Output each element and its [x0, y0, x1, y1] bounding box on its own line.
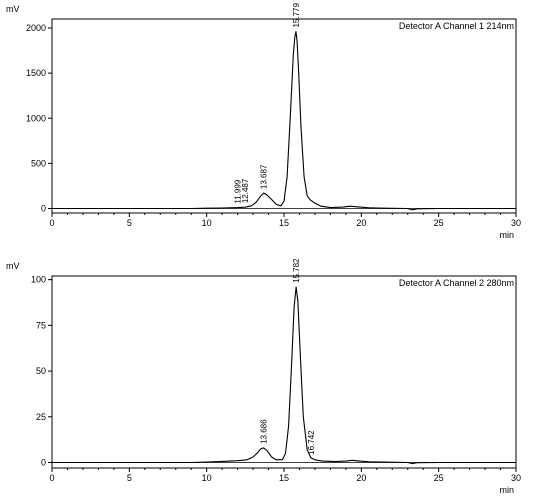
peak-label: 12.487 — [241, 178, 250, 203]
y-tick-label: 50 — [36, 366, 46, 376]
x-tick-label: 30 — [511, 218, 521, 228]
x-tick-label: 10 — [202, 473, 212, 483]
y-tick-label: 500 — [31, 158, 46, 168]
detector-label: Detector A Channel 2 280nm — [399, 278, 514, 288]
y-axis-unit: mV — [6, 4, 20, 14]
x-tick-label: 20 — [356, 473, 366, 483]
x-tick-label: 10 — [202, 218, 212, 228]
x-tick-label: 25 — [434, 218, 444, 228]
x-axis-unit: min — [499, 230, 514, 240]
peak-label: 16.742 — [307, 430, 316, 455]
x-tick-label: 30 — [511, 473, 521, 483]
detector-label: Detector A Channel 1 214nm — [399, 21, 514, 31]
peak-label: 13.687 — [260, 164, 269, 189]
y-tick-label: 0 — [41, 458, 46, 468]
y-tick-label: 2000 — [26, 23, 46, 33]
peak-label: 15.782 — [292, 258, 301, 283]
x-tick-label: 5 — [127, 473, 132, 483]
plot-frame — [51, 275, 517, 469]
x-tick-label: 20 — [356, 218, 366, 228]
y-tick-label: 1500 — [26, 68, 46, 78]
x-tick-label: 5 — [127, 218, 132, 228]
y-tick-label: 100 — [31, 275, 46, 285]
chart-panel-1: 0 5 10 15 20 25 30 0 500 1000 1500 2000 mV min Detecto… — [6, 3, 521, 240]
y-tick-label: 25 — [36, 412, 46, 422]
peak-label: 13.686 — [260, 419, 269, 444]
x-tick-label: 15 — [279, 473, 289, 483]
x-tick-label: 25 — [434, 473, 444, 483]
x-tick-label: 15 — [279, 218, 289, 228]
peak-label: 11.999 — [234, 179, 243, 203]
y-axis-unit: mV — [6, 261, 20, 271]
plot-frame — [51, 18, 517, 214]
y-tick-label: 1000 — [26, 113, 46, 123]
y-tick-label: 0 — [41, 203, 46, 213]
x-axis-unit: min — [499, 485, 514, 495]
chromatogram-trace — [52, 286, 516, 465]
peak-label: 15.779 — [292, 3, 301, 28]
x-tick-label: 0 — [49, 473, 54, 483]
chromatogram-trace — [52, 31, 516, 211]
x-tick-label: 0 — [49, 218, 54, 228]
chart-panel-2: 0 5 10 15 20 25 30 0 25 50 75 100 mV min Detector A Ch… — [6, 258, 521, 495]
y-tick-label: 75 — [36, 320, 46, 330]
